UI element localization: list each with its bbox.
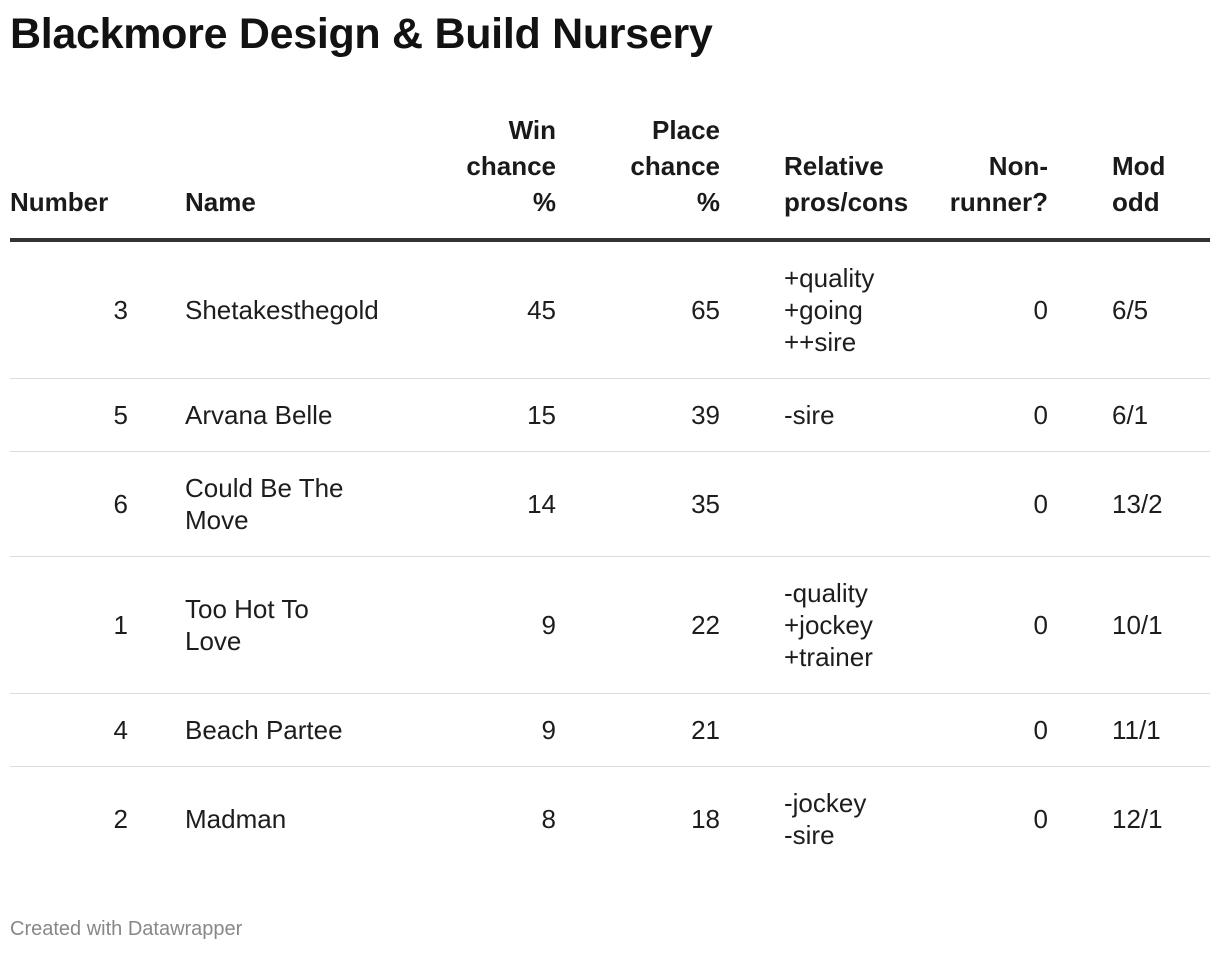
column-header-odds-line: Mod bbox=[1112, 151, 1166, 181]
table-body: 3 Shetakesthegold 45 65 +quality +going ++sire… bbox=[10, 240, 1210, 871]
cell-non-runner: 0 bbox=[888, 451, 1048, 557]
cell-non-runner: 0 bbox=[888, 378, 1048, 452]
cell-odds: 6/5 bbox=[1048, 240, 1210, 379]
cell-number: 2 bbox=[113, 804, 128, 834]
table-header-row: Number Name Win chance % Place chance % … bbox=[10, 112, 1210, 242]
cell-number: 1 bbox=[10, 556, 140, 694]
cell-name: Shetakesthegold bbox=[140, 240, 379, 379]
column-header-name[interactable]: Name bbox=[140, 112, 370, 242]
cell-number: 4 bbox=[10, 693, 140, 767]
cell-non-runner: 0 bbox=[1033, 804, 1048, 834]
cell-place-chance: 22 bbox=[556, 556, 720, 694]
cell-relative-line: +going bbox=[784, 295, 863, 325]
cell-odds: 10/1 bbox=[1048, 556, 1210, 694]
cell-odds: 11/1 bbox=[1048, 693, 1210, 767]
column-header-odds-line: odd bbox=[1112, 187, 1160, 217]
column-header-non-runner[interactable]: Non- runner? bbox=[888, 112, 1048, 242]
cell-win-chance: 14 bbox=[370, 451, 556, 557]
cell-odds: 13/2 bbox=[1048, 451, 1210, 557]
cell-place-chance: 21 bbox=[556, 693, 720, 767]
cell-name: Too Hot To Love bbox=[140, 556, 370, 694]
cell-win-chance: 9 bbox=[370, 556, 556, 694]
cell-win-chance: 45 bbox=[370, 240, 556, 379]
cell-name: Arvana Belle bbox=[140, 378, 370, 452]
cell-relative: -jockey -sire bbox=[720, 767, 888, 872]
table-row: 4 Beach Partee 9 21 0 11/1 bbox=[10, 693, 1210, 767]
column-header-number[interactable]: Number bbox=[10, 112, 140, 242]
cell-number: 5 bbox=[10, 378, 140, 452]
cell-number: 6 bbox=[10, 451, 140, 557]
cell-relative: +quality +going ++sire bbox=[720, 240, 888, 379]
data-table: Number Name Win chance % Place chance % … bbox=[10, 112, 1210, 871]
cell-win-chance: 8 bbox=[541, 804, 556, 834]
column-header-win-chance-line: chance bbox=[466, 151, 556, 181]
column-header-win-chance[interactable]: Win chance % bbox=[370, 112, 556, 242]
cell-name: Beach Partee bbox=[140, 693, 370, 767]
cell-relative: -quality +jockey +trainer bbox=[720, 556, 888, 694]
column-header-win-chance-line: Win bbox=[508, 115, 556, 145]
cell-place-chance: 65 bbox=[556, 240, 720, 379]
cell-relative bbox=[720, 451, 888, 557]
column-header-relative-line: pros/cons bbox=[784, 187, 909, 217]
cell-relative-line: -sire bbox=[784, 820, 835, 850]
cell-non-runner: 0 bbox=[888, 693, 1048, 767]
cell-relative-line: +quality bbox=[784, 263, 875, 293]
column-header-relative[interactable]: Relative pros/cons bbox=[720, 112, 909, 242]
cell-relative-line: -sire bbox=[784, 400, 835, 430]
column-header-odds[interactable]: Mod odd bbox=[1048, 112, 1210, 242]
chart-title: Blackmore Design & Build Nursery bbox=[10, 10, 713, 58]
cell-odds: 12/1 bbox=[1112, 804, 1163, 834]
cell-relative-line: +jockey bbox=[784, 610, 873, 640]
cell-relative-line: ++sire bbox=[784, 327, 857, 357]
cell-relative: -sire bbox=[720, 378, 888, 452]
column-header-place-chance[interactable]: Place chance % bbox=[556, 112, 720, 242]
column-header-relative-line: Relative bbox=[784, 151, 884, 181]
cell-number: 3 bbox=[10, 240, 140, 379]
cell-relative-line: -quality bbox=[784, 578, 868, 608]
cell-place-chance: 39 bbox=[556, 378, 720, 452]
column-header-non-runner-line: runner? bbox=[949, 187, 1048, 217]
table-row: 5 Arvana Belle 15 39 -sire 0 6/1 bbox=[10, 378, 1210, 452]
cell-relative-line: +trainer bbox=[784, 642, 873, 672]
column-header-win-chance-line: % bbox=[532, 187, 556, 217]
cell-non-runner: 0 bbox=[888, 556, 1048, 694]
cell-place-chance: 18 bbox=[691, 804, 720, 834]
table-row: 6 Could Be The Move 14 35 0 13/2 bbox=[10, 451, 1210, 557]
cell-relative bbox=[720, 693, 888, 767]
datawrapper-credit[interactable]: Created with Datawrapper bbox=[10, 918, 243, 940]
column-header-number-label: Number bbox=[10, 187, 109, 217]
cell-win-chance: 9 bbox=[370, 693, 556, 767]
cell-odds: 6/1 bbox=[1048, 378, 1210, 452]
cell-win-chance: 15 bbox=[370, 378, 556, 452]
cell-name: Madman bbox=[185, 804, 287, 834]
cell-relative-line: -jockey bbox=[784, 788, 867, 818]
column-header-place-chance-line: % bbox=[696, 187, 720, 217]
table-row: 1 Too Hot To Love 9 22 -quality +jockey +train… bbox=[10, 556, 1210, 694]
column-header-name-label: Name bbox=[185, 187, 256, 217]
table-row: 2 Madman 8 18 -jockey -sire 0 12/1 bbox=[10, 767, 1210, 872]
table-row: 3 Shetakesthegold 45 65 +quality +going ++sire… bbox=[10, 240, 1210, 379]
data-table-container: Number Name Win chance % Place chance % … bbox=[10, 112, 1210, 871]
cell-non-runner: 0 bbox=[888, 240, 1048, 379]
column-header-non-runner-line: Non- bbox=[988, 151, 1048, 181]
column-header-place-chance-line: Place bbox=[652, 115, 720, 145]
cell-name: Could Be The Move bbox=[140, 451, 370, 557]
column-header-place-chance-line: chance bbox=[630, 151, 720, 181]
cell-place-chance: 35 bbox=[556, 451, 720, 557]
